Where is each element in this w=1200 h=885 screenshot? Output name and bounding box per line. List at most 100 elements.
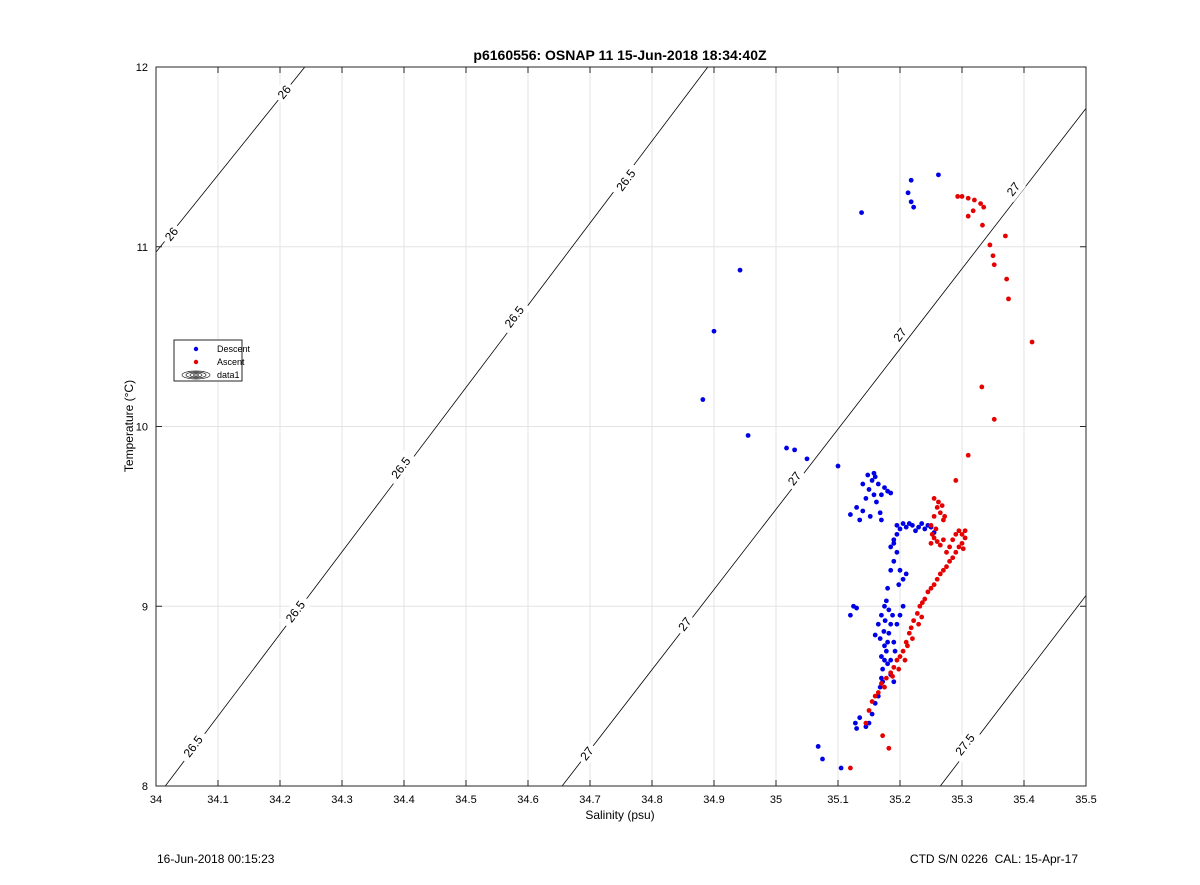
contour-label-group: 27.5 [948, 726, 982, 764]
descent-point [910, 522, 915, 528]
ascent-point [953, 531, 959, 537]
descent-point [863, 724, 869, 730]
x-tick-label: 35.3 [951, 794, 972, 806]
ascent-point [894, 657, 900, 663]
ascent-point [886, 745, 892, 751]
ascent-point [934, 539, 940, 544]
ascent-point [955, 194, 961, 199]
descent-point [854, 605, 859, 611]
ascent-point [934, 504, 940, 510]
ascent-point [882, 684, 887, 690]
descent-point [838, 765, 844, 771]
ascent-point [910, 636, 915, 642]
ascent-point [937, 542, 943, 548]
legend-marker-contour [181, 370, 211, 380]
ascent-point [896, 666, 902, 672]
legend-marker-contour [193, 373, 199, 377]
y-tick-label: 10 [136, 422, 148, 434]
descent-point [869, 478, 875, 483]
x-tick-label: 34.3 [331, 794, 352, 806]
y-tick-label: 11 [137, 242, 148, 254]
ascent-point [972, 197, 977, 203]
descent-point [885, 639, 890, 645]
ascent-point [950, 537, 956, 543]
descent-point [882, 485, 887, 491]
ascent-point [916, 621, 921, 627]
descent-point [900, 521, 906, 526]
descent-point [922, 526, 928, 532]
descent-point [857, 517, 863, 523]
descent-point [745, 433, 751, 438]
legend-box [173, 339, 243, 382]
descent-point [871, 470, 877, 476]
ascent-point [991, 262, 997, 268]
descent-point [894, 621, 900, 627]
ascent-point [970, 208, 976, 214]
descent-point [871, 492, 877, 498]
descent-point [815, 744, 821, 749]
legend: Descent Ascent data1 [173, 339, 251, 382]
x-tick-label: 35.5 [1075, 794, 1096, 806]
isopycnal-line [561, 108, 1086, 786]
descent-point [897, 526, 903, 532]
ascent-point [919, 600, 925, 606]
x-tick-label: 35.1 [827, 794, 848, 806]
contour-label-bg [672, 611, 698, 638]
descent-point [874, 499, 879, 505]
y-tick-label: 9 [142, 601, 148, 613]
ascent-point [959, 194, 965, 199]
ascent-point [925, 589, 931, 595]
ctd-serial-number: CTD S/N 0226 [909, 852, 988, 866]
ascent-point [875, 690, 881, 695]
descent-point [919, 521, 925, 526]
descent-point [877, 510, 883, 516]
descent-point [784, 445, 789, 451]
descent-point [854, 504, 859, 510]
descent-point [860, 508, 866, 514]
ascent-point [906, 630, 912, 636]
ascent-point [953, 549, 959, 555]
descent-series [700, 172, 941, 771]
descent-point [863, 496, 869, 501]
ascent-point [944, 564, 949, 570]
descent-point [890, 612, 895, 618]
descent-point [875, 481, 881, 487]
ascent-point [956, 544, 962, 550]
ascent-point [890, 673, 895, 679]
descent-point [848, 612, 853, 618]
x-tick-label: 34.7 [579, 794, 600, 806]
ascent-point [987, 242, 993, 248]
ascent-point [872, 693, 878, 699]
contour-label-group: 27 [672, 611, 698, 638]
descent-point [882, 643, 887, 649]
descent-point [891, 558, 897, 564]
ascent-point [950, 555, 956, 561]
descent-point [897, 567, 903, 573]
descent-point [804, 456, 810, 462]
descent-point [860, 481, 866, 487]
ascent-point [848, 765, 853, 771]
descent-point [908, 177, 914, 183]
descent-point [848, 512, 853, 517]
descent-point [905, 190, 911, 196]
contour-label-bg [782, 465, 808, 492]
plot-area: 262626.526.526.526.526.5272727272727.534… [136, 62, 1097, 806]
ascent-point [978, 201, 983, 207]
legend-marker-descent [193, 346, 199, 352]
ascent-point [866, 708, 872, 713]
legend-label-descent: Descent [217, 344, 251, 354]
ascent-point [991, 416, 997, 422]
ascent-point [941, 537, 946, 543]
contour-label-bg [887, 322, 913, 348]
x-tick-label: 34.4 [393, 794, 414, 806]
descent-point [900, 576, 906, 582]
ascent-point [931, 513, 937, 519]
descent-point [908, 199, 914, 205]
descent-point [891, 679, 897, 685]
descent-point [880, 666, 886, 672]
contour-label-group: 27 [887, 322, 913, 348]
contour-label-group: 27 [574, 740, 600, 767]
x-tick-label: 34.9 [703, 794, 724, 806]
ascent-point [1029, 339, 1035, 345]
descent-point [916, 524, 921, 530]
